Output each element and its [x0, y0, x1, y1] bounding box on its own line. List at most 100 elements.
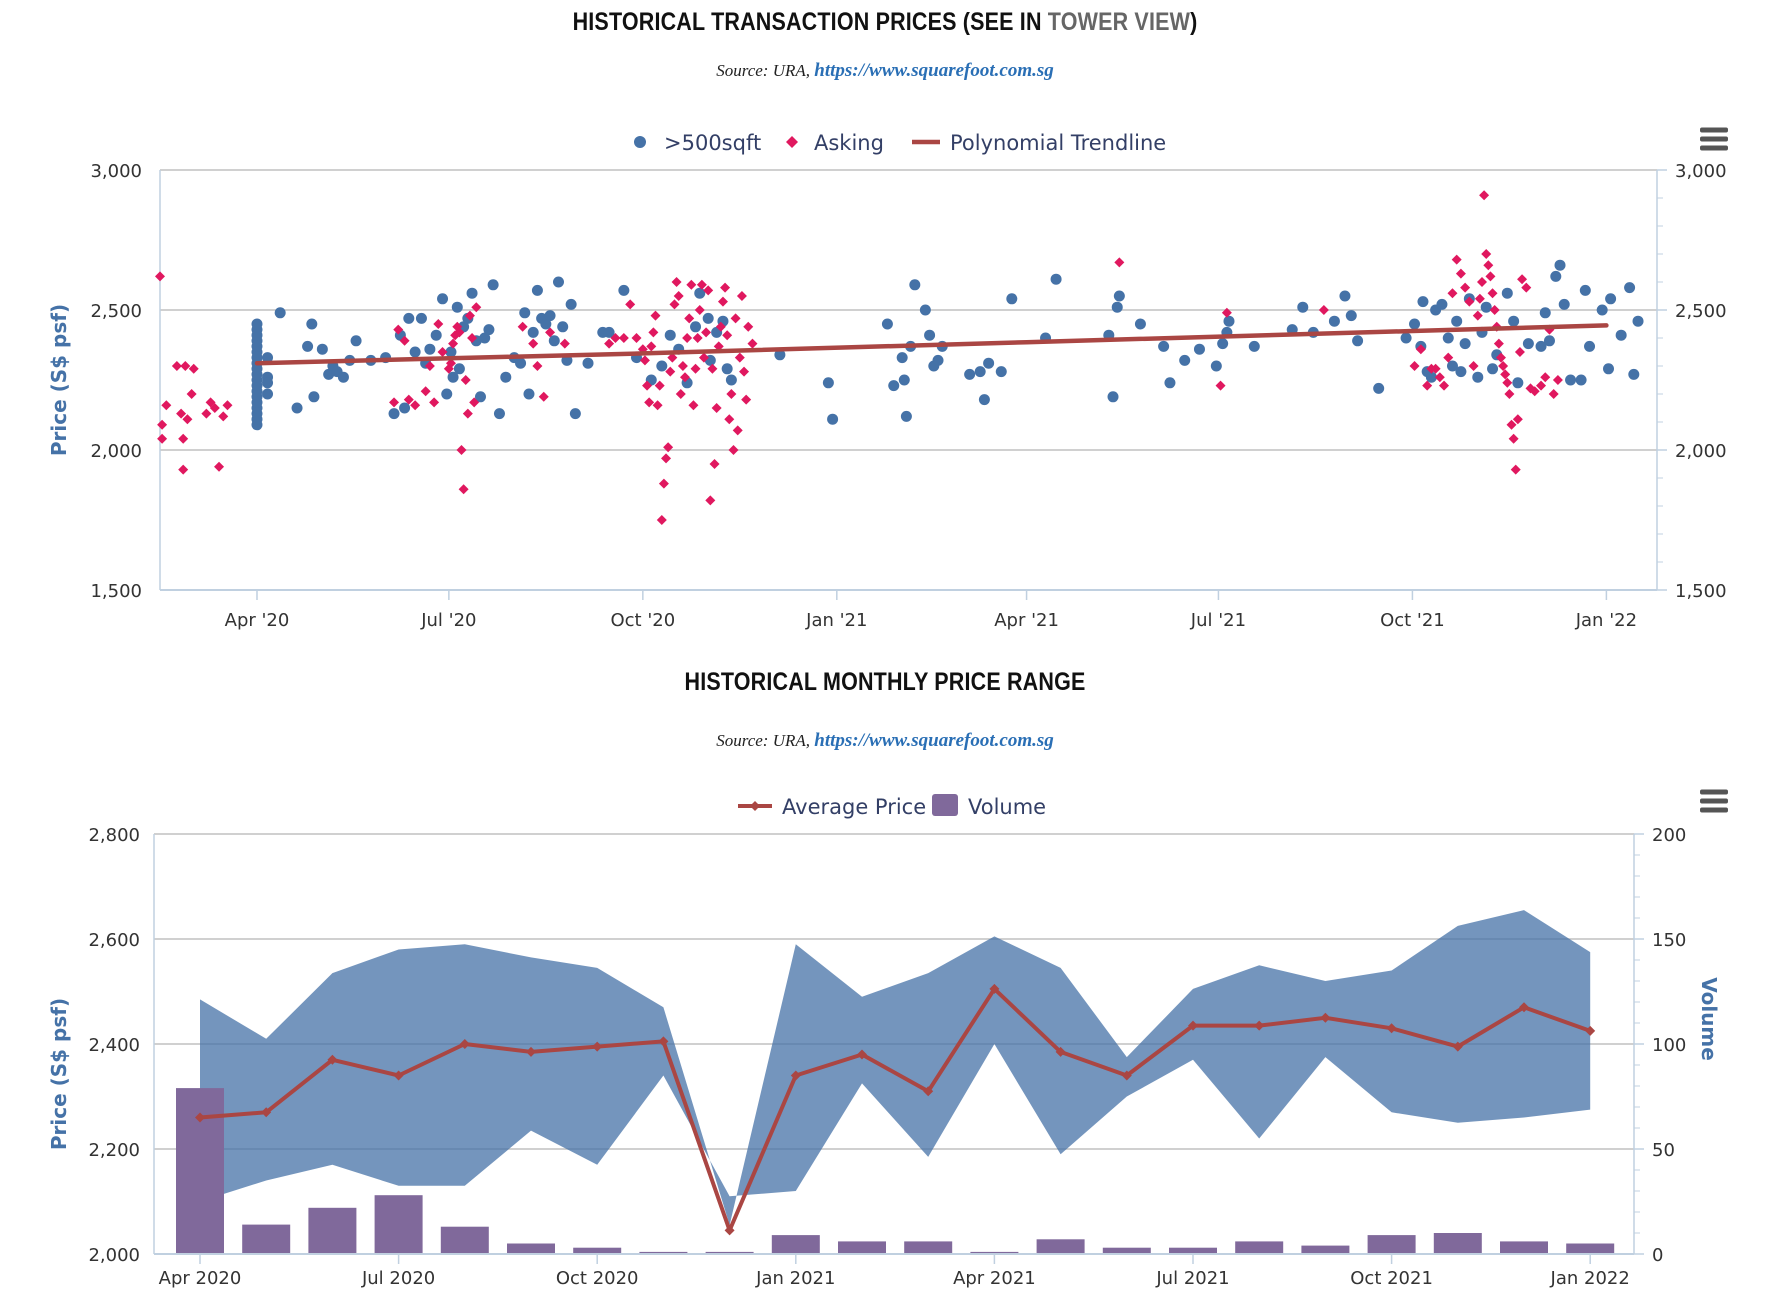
data-point-asking — [1434, 372, 1445, 383]
data-point-500sqft — [557, 321, 569, 333]
data-point-asking — [739, 366, 750, 377]
data-point-asking — [1215, 380, 1226, 391]
data-point-asking — [631, 333, 642, 343]
data-point-asking — [460, 375, 471, 385]
data-point-asking — [1540, 372, 1551, 383]
data-point-asking — [701, 327, 712, 338]
data-point-asking — [471, 302, 482, 313]
data-point-500sqft — [1535, 340, 1547, 352]
data-point-500sqft — [1164, 377, 1176, 389]
data-point-asking — [1422, 380, 1433, 391]
data-point-asking — [717, 296, 728, 307]
data-point-500sqft — [337, 371, 349, 383]
data-point-asking — [1521, 282, 1532, 293]
data-point-asking — [1409, 361, 1420, 371]
data-point-asking — [720, 282, 731, 293]
hamburger-menu-icon[interactable] — [1700, 127, 1728, 151]
data-point-500sqft — [1345, 310, 1357, 322]
data-point-500sqft — [1436, 298, 1448, 310]
data-point-500sqft — [898, 374, 910, 386]
range-legend: Average Price Volume — [738, 794, 1046, 819]
data-point-500sqft — [1455, 366, 1467, 378]
data-point-500sqft — [302, 340, 314, 352]
x-tick-label: Jul '20 — [420, 610, 476, 631]
data-point-500sqft — [561, 354, 573, 366]
scatter-legend: >500sqft Asking Polynomial Trendline — [634, 131, 1166, 155]
data-point-500sqft — [453, 363, 465, 375]
data-point-asking — [665, 366, 676, 377]
source-link[interactable]: https://www.squarefoot.com.sg — [814, 60, 1054, 81]
data-point-asking — [1476, 277, 1487, 287]
data-point-asking — [1495, 352, 1506, 363]
data-point-asking — [458, 484, 469, 495]
menu-icon-bar — [1700, 127, 1728, 133]
data-point-asking — [732, 425, 743, 436]
data-point-500sqft — [1487, 363, 1499, 375]
y-tick-label: 1,500 — [90, 581, 142, 602]
data-point-asking — [709, 459, 720, 469]
data-point-500sqft — [515, 357, 527, 369]
data-point-asking — [690, 363, 701, 374]
legend-marker-500sqft — [634, 136, 646, 148]
average-price-point — [1585, 1025, 1596, 1036]
data-point-asking — [176, 408, 187, 419]
data-point-asking — [1529, 386, 1540, 397]
average-price-point — [724, 1225, 735, 1236]
data-point-asking — [420, 386, 431, 397]
data-point-500sqft — [1442, 332, 1454, 344]
volume-bar — [374, 1195, 423, 1254]
data-point-asking — [715, 321, 726, 332]
data-point-asking — [178, 433, 189, 444]
source-link[interactable]: https://www.squarefoot.com.sg — [814, 730, 1054, 751]
menu-icon-bar — [1700, 136, 1728, 142]
x-tick-label: Jan '22 — [1575, 610, 1637, 631]
y2-tick-label: 50 — [1652, 1140, 1675, 1161]
data-point-asking — [610, 333, 621, 343]
x-tick-label: Jul '21 — [1190, 610, 1246, 631]
volume-bar — [639, 1251, 688, 1254]
data-point-asking — [658, 478, 669, 489]
data-point-asking — [517, 321, 528, 332]
average-price-line — [199, 986, 1591, 1233]
data-point-500sqft — [1480, 301, 1492, 313]
average-price-point — [195, 1112, 205, 1123]
data-point-asking — [707, 363, 718, 374]
data-point-asking — [1493, 338, 1504, 349]
data-point-asking — [559, 338, 570, 349]
data-point-asking — [604, 338, 615, 349]
data-point-asking — [682, 333, 693, 343]
y-axis-title: Price (S$ psf) — [47, 998, 71, 1150]
data-point-asking — [1430, 363, 1441, 374]
data-point-500sqft — [437, 293, 449, 305]
x-tick-label: Apr 2020 — [159, 1268, 242, 1289]
data-point-asking — [1512, 414, 1523, 425]
data-point-asking — [1508, 433, 1519, 444]
legend-marker-average-diamond — [750, 801, 760, 811]
average-price-point — [526, 1046, 536, 1057]
legend-label-trendline: Polynomial Trendline — [950, 131, 1166, 155]
data-point-asking — [625, 299, 636, 310]
data-point-500sqft — [694, 287, 706, 299]
data-point-asking — [1536, 380, 1547, 391]
data-point-500sqft — [565, 298, 577, 310]
data-point-asking — [186, 389, 197, 399]
data-point-500sqft — [582, 357, 594, 369]
legend-label-500sqft: >500sqft — [664, 131, 761, 155]
data-point-500sqft — [978, 394, 990, 406]
volume-bar — [440, 1226, 489, 1254]
data-point-asking — [1474, 293, 1485, 304]
data-point-asking — [1451, 254, 1462, 265]
data-point-500sqft — [900, 410, 912, 422]
y-tick-label: 3,000 — [90, 161, 142, 182]
data-point-asking — [532, 361, 543, 371]
data-point-500sqft — [1425, 371, 1437, 383]
legend-label-asking: Asking — [814, 131, 884, 155]
data-point-500sqft — [323, 368, 335, 380]
data-point-500sqft — [1107, 391, 1119, 403]
average-price-point — [790, 1070, 801, 1081]
data-point-asking — [1221, 307, 1232, 318]
data-point-500sqft — [415, 312, 427, 324]
hamburger-menu-icon[interactable] — [1700, 789, 1728, 813]
data-point-500sqft — [1558, 298, 1570, 310]
tower-view-link[interactable]: TOWER VIEW — [1047, 8, 1191, 36]
